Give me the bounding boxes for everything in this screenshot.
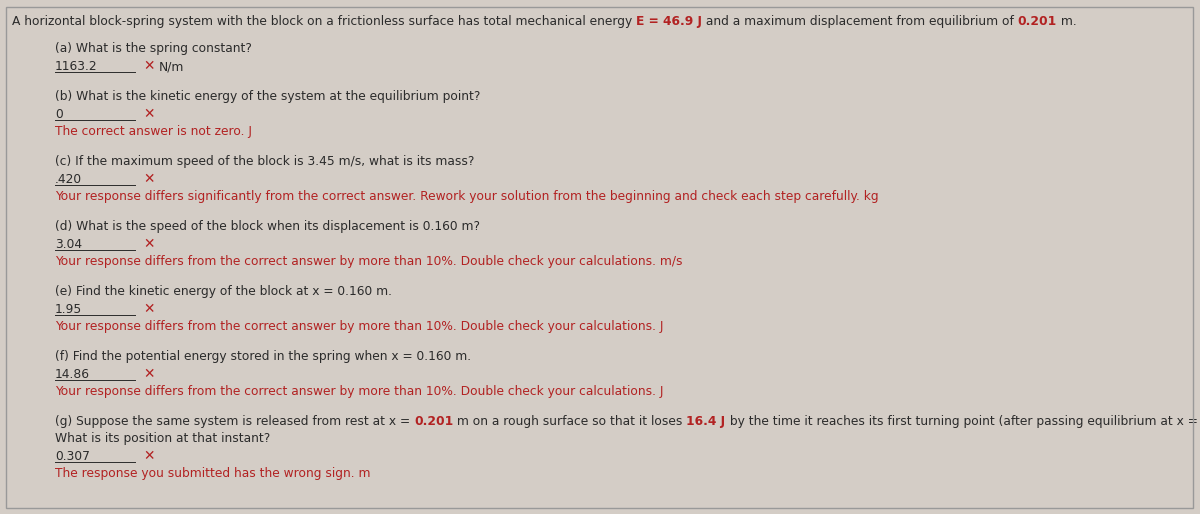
Text: Your response differs from the correct answer by more than 10%. Double check you: Your response differs from the correct a… xyxy=(55,255,683,268)
Text: 1163.2: 1163.2 xyxy=(55,60,97,73)
Text: 0.307: 0.307 xyxy=(55,450,90,463)
Text: ✕: ✕ xyxy=(143,172,155,186)
Text: (c) If the maximum speed of the block is 3.45 m/s, what is its mass?: (c) If the maximum speed of the block is… xyxy=(55,155,474,168)
Text: N/m: N/m xyxy=(158,60,184,73)
Text: ✕: ✕ xyxy=(143,237,155,251)
Text: E = 46.9 J: E = 46.9 J xyxy=(636,15,702,28)
Text: The response you submitted has the wrong sign. m: The response you submitted has the wrong… xyxy=(55,467,371,480)
Text: and a maximum displacement from equilibrium of: and a maximum displacement from equilibr… xyxy=(702,15,1018,28)
Text: ✕: ✕ xyxy=(143,302,155,316)
Text: (e) Find the kinetic energy of the block at x = 0.160 m.: (e) Find the kinetic energy of the block… xyxy=(55,285,392,298)
Text: 0.201: 0.201 xyxy=(414,415,454,428)
Text: m.: m. xyxy=(1057,15,1076,28)
Text: 3.04: 3.04 xyxy=(55,238,82,251)
Text: 0: 0 xyxy=(55,108,62,121)
Text: (b) What is the kinetic energy of the system at the equilibrium point?: (b) What is the kinetic energy of the sy… xyxy=(55,90,480,103)
Text: Your response differs from the correct answer by more than 10%. Double check you: Your response differs from the correct a… xyxy=(55,385,664,398)
Text: ✕: ✕ xyxy=(143,59,155,73)
Text: .420: .420 xyxy=(55,173,82,186)
Text: 0.201: 0.201 xyxy=(1018,15,1057,28)
Text: Your response differs from the correct answer by more than 10%. Double check you: Your response differs from the correct a… xyxy=(55,320,664,333)
Text: Your response differs significantly from the correct answer. Rework your solutio: Your response differs significantly from… xyxy=(55,190,878,203)
Text: (g) Suppose the same system is released from rest at x =: (g) Suppose the same system is released … xyxy=(55,415,414,428)
Text: (a) What is the spring constant?: (a) What is the spring constant? xyxy=(55,42,252,55)
Text: by the time it reaches its first turning point (after passing equilibrium at x =: by the time it reaches its first turning… xyxy=(726,415,1200,428)
Text: The correct answer is not zero. J: The correct answer is not zero. J xyxy=(55,125,252,138)
Text: A horizontal block-spring system with the block on a frictionless surface has to: A horizontal block-spring system with th… xyxy=(12,15,636,28)
Text: 16.4 J: 16.4 J xyxy=(686,415,726,428)
Text: (d) What is the speed of the block when its displacement is 0.160 m?: (d) What is the speed of the block when … xyxy=(55,220,480,233)
Text: 1.95: 1.95 xyxy=(55,303,83,316)
Text: m on a rough surface so that it loses: m on a rough surface so that it loses xyxy=(454,415,686,428)
Text: ✕: ✕ xyxy=(143,367,155,381)
Text: ✕: ✕ xyxy=(143,107,155,121)
Text: (f) Find the potential energy stored in the spring when x = 0.160 m.: (f) Find the potential energy stored in … xyxy=(55,350,472,363)
Text: ✕: ✕ xyxy=(143,449,155,463)
Text: What is its position at that instant?: What is its position at that instant? xyxy=(55,432,270,445)
Text: 14.86: 14.86 xyxy=(55,368,90,381)
